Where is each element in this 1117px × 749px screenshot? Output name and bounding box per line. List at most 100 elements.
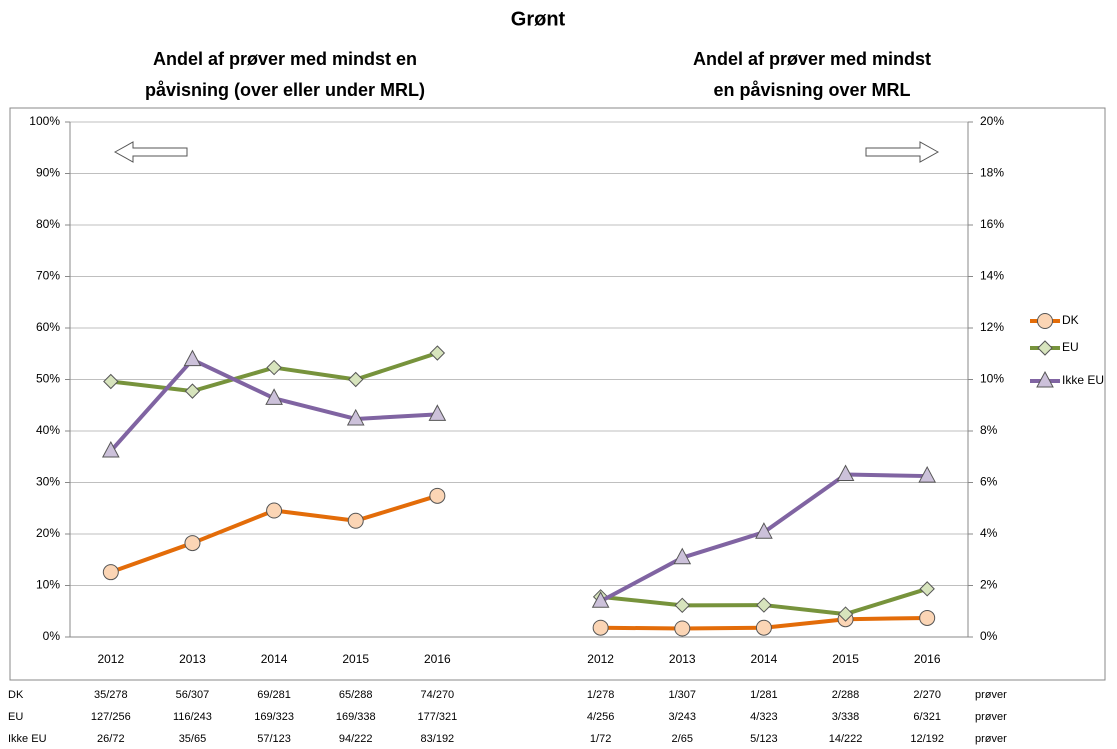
marker [102, 564, 119, 581]
marker [428, 404, 447, 421]
y2-tick-label: 16% [980, 217, 1004, 231]
x-tick-label: 2013 [669, 652, 696, 666]
table-cell: 12/192 [910, 733, 944, 745]
row-unit: prøver [975, 689, 1007, 701]
table-cell: 2/270 [913, 689, 941, 701]
x-tick-label: 2014 [751, 652, 778, 666]
arrow-left [113, 141, 188, 163]
x-tick-label: 2016 [914, 652, 941, 666]
chart-title: Grønt [511, 8, 566, 30]
y-tick-label: 0% [43, 629, 61, 643]
marker [101, 440, 120, 458]
y-tick-label: 10% [36, 578, 60, 592]
marker [1037, 340, 1053, 356]
marker [266, 502, 283, 519]
legend-label: DK [1062, 313, 1079, 327]
table-cell: 116/243 [173, 711, 212, 723]
subtitle: en påvisning over MRL [713, 80, 910, 100]
y2-tick-label: 20% [980, 114, 1004, 128]
table-cell: 3/243 [669, 711, 697, 723]
y2-tick-label: 6% [980, 475, 998, 489]
marker [346, 408, 365, 426]
marker [592, 619, 609, 636]
table-cell: 1/307 [669, 689, 697, 701]
table-cell: 169/338 [336, 711, 376, 723]
marker [919, 581, 935, 597]
marker [184, 535, 201, 552]
x-tick-label: 2015 [832, 652, 859, 666]
table-cell: 35/65 [179, 733, 207, 745]
y2-tick-label: 12% [980, 320, 1004, 334]
row-unit: prøver [975, 711, 1007, 723]
y2-tick-label: 18% [980, 166, 1004, 180]
table-cell: 74/270 [421, 689, 455, 701]
y-tick-label: 50% [36, 372, 60, 386]
marker [918, 466, 937, 483]
row-label: EU [8, 711, 23, 723]
subtitle: påvisning (over eller under MRL) [145, 80, 425, 100]
marker [347, 512, 364, 529]
table-cell: 1/72 [590, 733, 611, 745]
legend-label: EU [1062, 340, 1079, 354]
x-tick-label: 2012 [97, 652, 124, 666]
table-cell: 65/288 [339, 689, 373, 701]
marker [429, 487, 446, 504]
marker [919, 609, 936, 626]
marker [265, 388, 283, 405]
row-unit: prøver [975, 733, 1007, 745]
y-tick-label: 100% [29, 114, 60, 128]
marker [591, 591, 610, 608]
table-cell: 26/72 [97, 733, 125, 745]
table-cell: 6/321 [913, 711, 941, 723]
row-label: DK [8, 689, 24, 701]
x-tick-label: 2015 [342, 652, 369, 666]
marker [1036, 370, 1054, 388]
marker [837, 606, 854, 622]
table-cell: 4/323 [750, 711, 778, 723]
y2-tick-label: 14% [980, 269, 1004, 283]
y-tick-label: 60% [36, 320, 60, 334]
table-cell: 57/123 [257, 733, 291, 745]
table-cell: 35/278 [94, 689, 128, 701]
row-label: Ikke EU [8, 733, 47, 745]
table-cell: 2/288 [832, 689, 860, 701]
legend-label: Ikke EU [1062, 373, 1104, 387]
table-cell: 4/256 [587, 711, 615, 723]
marker [673, 547, 692, 565]
table-cell: 5/123 [750, 733, 778, 745]
y2-tick-label: 0% [980, 629, 998, 643]
marker [674, 597, 690, 614]
y-tick-label: 30% [36, 475, 60, 489]
table-cell: 1/278 [587, 689, 615, 701]
table-cell: 1/281 [750, 689, 778, 701]
y-tick-label: 90% [36, 166, 60, 180]
table-cell: 83/192 [421, 733, 455, 745]
table-cell: 169/323 [254, 711, 294, 723]
marker [755, 619, 772, 636]
y-tick-label: 40% [36, 423, 60, 437]
marker [183, 349, 202, 367]
marker [755, 522, 773, 539]
chart-frame [9, 107, 1106, 681]
y2-tick-label: 8% [980, 423, 998, 437]
y-tick-label: 20% [36, 526, 60, 540]
arrow-right [865, 141, 940, 163]
y-tick-label: 80% [36, 217, 60, 231]
marker [266, 359, 282, 376]
marker [348, 371, 364, 388]
table-cell: 14/222 [829, 733, 863, 745]
marker [756, 597, 772, 613]
y2-tick-label: 10% [980, 372, 1004, 386]
marker [1037, 313, 1053, 329]
table-cell: 2/65 [672, 733, 693, 745]
table-cell: 69/281 [257, 689, 291, 701]
y2-tick-label: 4% [980, 526, 998, 540]
x-tick-label: 2012 [587, 652, 614, 666]
table-cell: 94/222 [339, 733, 373, 745]
subtitle: Andel af prøver med mindst en [153, 49, 417, 69]
marker [429, 345, 446, 361]
x-tick-label: 2016 [424, 652, 451, 666]
marker [836, 464, 855, 482]
